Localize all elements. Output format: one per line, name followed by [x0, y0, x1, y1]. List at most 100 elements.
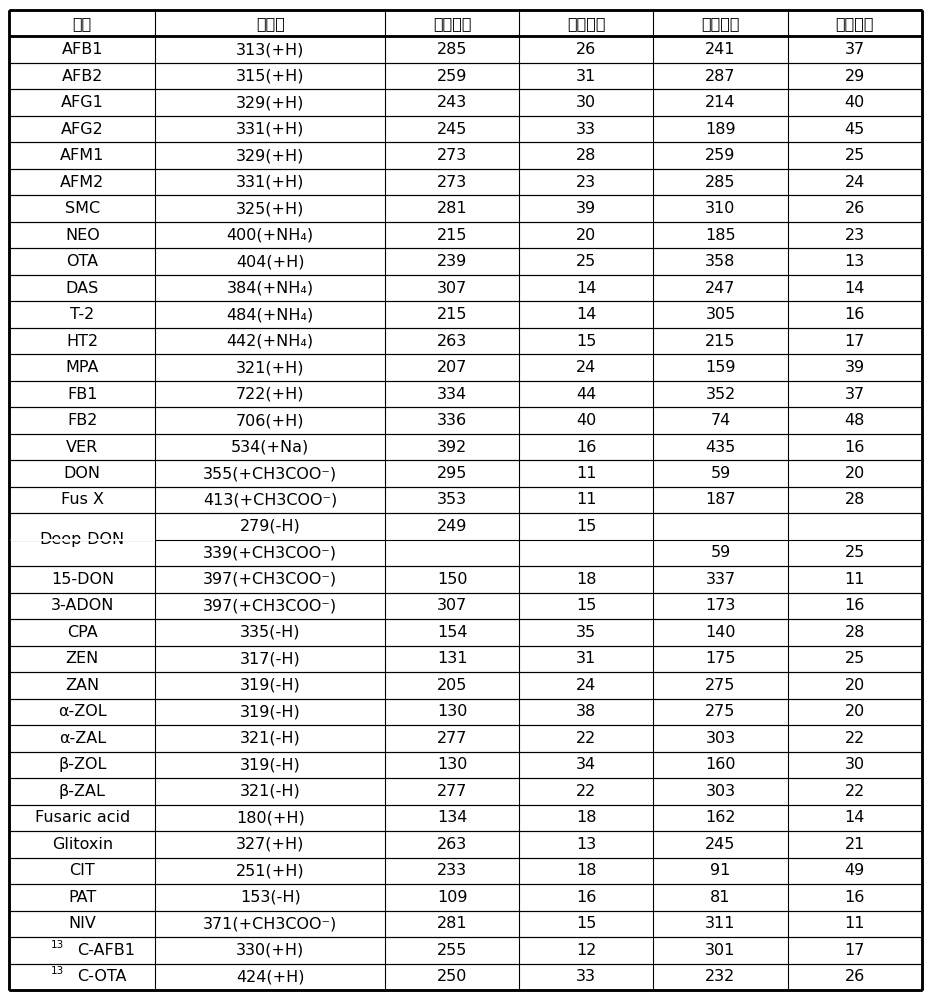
Text: 247: 247	[706, 281, 735, 296]
Text: 259: 259	[706, 148, 735, 163]
Text: 277: 277	[437, 784, 467, 799]
Text: 48: 48	[844, 413, 865, 428]
Text: C-AFB1: C-AFB1	[76, 943, 135, 958]
Text: FB2: FB2	[67, 413, 98, 428]
Text: AFM1: AFM1	[61, 148, 104, 163]
Text: T-2: T-2	[70, 307, 94, 322]
Text: 81: 81	[710, 890, 731, 905]
Text: 15: 15	[576, 334, 597, 349]
Text: 14: 14	[844, 810, 865, 825]
Text: 34: 34	[576, 757, 597, 772]
Text: 11: 11	[576, 492, 597, 508]
Text: AFG2: AFG2	[61, 122, 103, 137]
Text: 435: 435	[706, 440, 735, 455]
Text: AFG1: AFG1	[61, 95, 103, 110]
Text: 319(-H): 319(-H)	[240, 757, 301, 772]
Text: 287: 287	[705, 69, 735, 84]
Text: 277: 277	[437, 731, 467, 746]
Text: 21: 21	[844, 837, 865, 852]
Text: 37: 37	[844, 42, 865, 57]
Text: 15: 15	[576, 916, 597, 931]
Text: C-OTA: C-OTA	[76, 969, 127, 984]
Text: 15-DON: 15-DON	[51, 572, 114, 587]
Text: 175: 175	[705, 651, 735, 666]
Text: 321(-H): 321(-H)	[240, 784, 301, 799]
Text: 325(+H): 325(+H)	[236, 201, 304, 216]
Text: 215: 215	[437, 228, 467, 243]
Text: 317(-H): 317(-H)	[240, 651, 301, 666]
Text: 281: 281	[437, 201, 467, 216]
Text: 18: 18	[576, 810, 597, 825]
Text: 330(+H): 330(+H)	[236, 943, 304, 958]
Text: 331(+H): 331(+H)	[236, 175, 304, 190]
Text: 12: 12	[576, 943, 597, 958]
Text: 319(-H): 319(-H)	[240, 704, 301, 719]
Text: 301: 301	[706, 943, 735, 958]
Text: 25: 25	[844, 148, 865, 163]
Text: FB1: FB1	[67, 387, 98, 402]
Text: 59: 59	[710, 466, 731, 481]
Text: 255: 255	[437, 943, 467, 958]
Text: 315(+H): 315(+H)	[236, 69, 304, 84]
Text: 319(-H): 319(-H)	[240, 678, 301, 693]
Text: 16: 16	[844, 440, 865, 455]
Text: 205: 205	[437, 678, 467, 693]
Text: 250: 250	[437, 969, 467, 984]
Text: 355(+CH3COO⁻): 355(+CH3COO⁻)	[203, 466, 337, 481]
Text: β-ZOL: β-ZOL	[58, 757, 106, 772]
Text: 59: 59	[710, 545, 731, 560]
Text: AFM2: AFM2	[61, 175, 104, 190]
Text: 285: 285	[705, 175, 735, 190]
Text: 22: 22	[576, 731, 597, 746]
Text: 353: 353	[437, 492, 467, 508]
Text: 11: 11	[844, 572, 865, 587]
Text: 239: 239	[437, 254, 467, 269]
Text: ZEN: ZEN	[66, 651, 99, 666]
Text: 371(+CH3COO⁻): 371(+CH3COO⁻)	[203, 916, 337, 931]
Text: 321(-H): 321(-H)	[240, 731, 301, 746]
Text: MPA: MPA	[65, 360, 99, 375]
Text: 130: 130	[437, 704, 467, 719]
Text: 214: 214	[705, 95, 735, 110]
Text: 310: 310	[706, 201, 735, 216]
Text: 279(-H): 279(-H)	[240, 519, 301, 534]
Text: AFB2: AFB2	[61, 69, 103, 84]
Text: 31: 31	[576, 69, 597, 84]
Text: 13: 13	[51, 940, 64, 950]
Text: 327(+H): 327(+H)	[236, 837, 304, 852]
Text: 30: 30	[576, 95, 597, 110]
Text: 321(+H): 321(+H)	[236, 360, 304, 375]
Text: NEO: NEO	[65, 228, 100, 243]
Text: 263: 263	[437, 334, 467, 349]
Text: 232: 232	[706, 969, 735, 984]
Text: 29: 29	[844, 69, 865, 84]
Text: 189: 189	[705, 122, 735, 137]
Text: 39: 39	[844, 360, 865, 375]
Text: 40: 40	[844, 95, 865, 110]
Text: 275: 275	[706, 678, 735, 693]
Text: 31: 31	[576, 651, 597, 666]
Text: 40: 40	[576, 413, 597, 428]
Text: 263: 263	[437, 837, 467, 852]
Text: 14: 14	[844, 281, 865, 296]
Text: 20: 20	[844, 704, 865, 719]
Text: 17: 17	[844, 334, 865, 349]
Text: 159: 159	[705, 360, 735, 375]
Text: 273: 273	[437, 175, 467, 190]
Text: 160: 160	[705, 757, 735, 772]
Text: 16: 16	[844, 307, 865, 322]
Text: 33: 33	[576, 122, 596, 137]
Text: 15: 15	[576, 519, 597, 534]
Text: 131: 131	[437, 651, 467, 666]
Text: HT2: HT2	[66, 334, 99, 349]
Text: 311: 311	[705, 916, 735, 931]
Text: 45: 45	[844, 122, 865, 137]
Text: 259: 259	[437, 69, 467, 84]
Text: 215: 215	[705, 334, 735, 349]
Text: 26: 26	[844, 969, 865, 984]
Text: 39: 39	[576, 201, 597, 216]
Text: 534(+Na): 534(+Na)	[231, 440, 309, 455]
Text: 28: 28	[844, 492, 865, 508]
Text: 定性离子: 定性离子	[701, 16, 740, 31]
Text: 11: 11	[576, 466, 597, 481]
